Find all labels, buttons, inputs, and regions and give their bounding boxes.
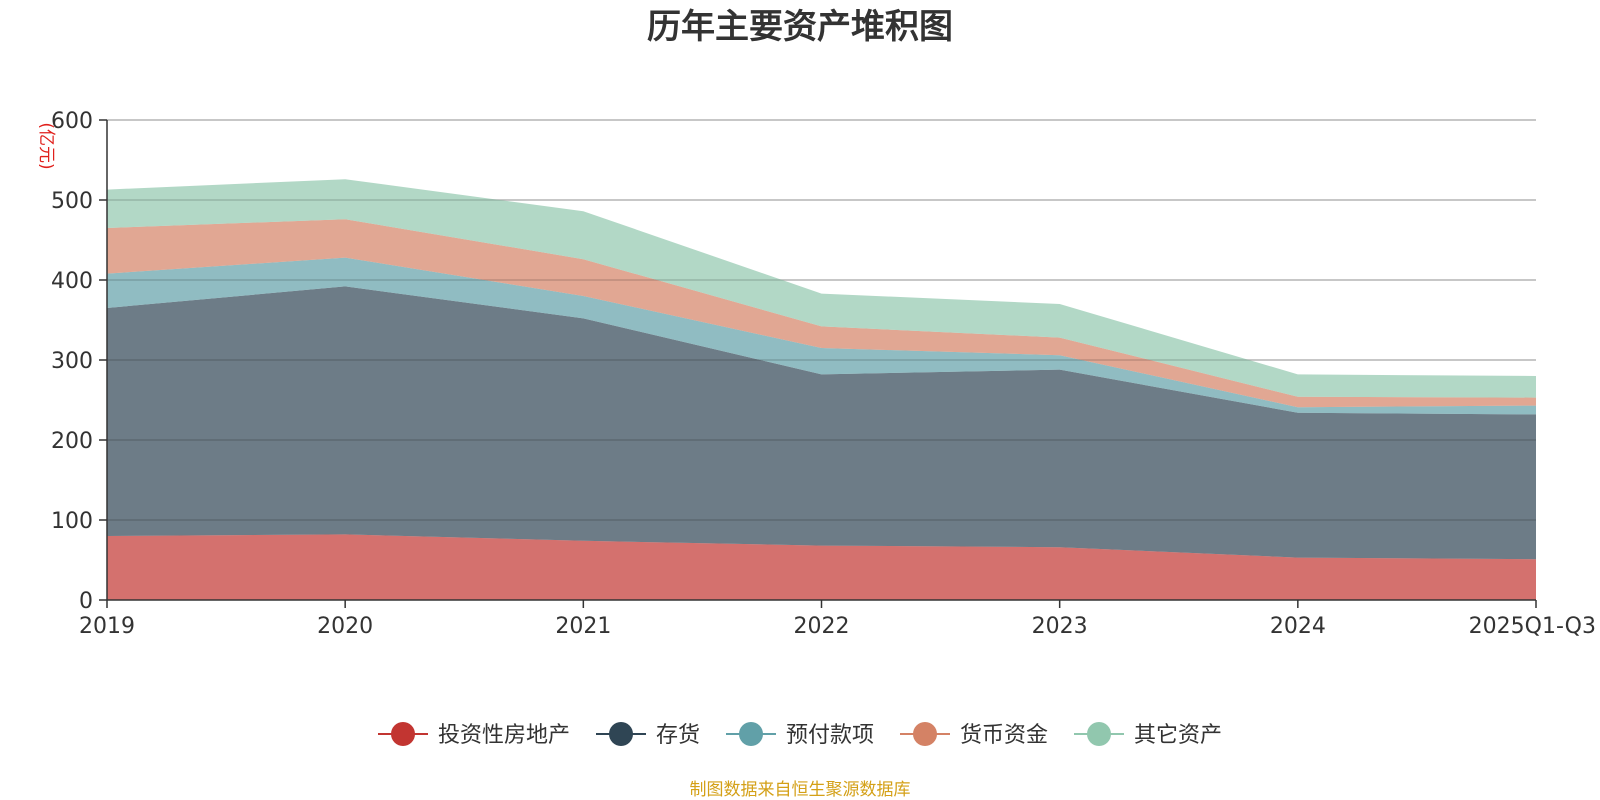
x-tick-label-0: 2019 bbox=[79, 614, 135, 639]
y-tick-label-4: 400 bbox=[51, 269, 93, 294]
axis-layer: 0 100 200 300 400 500 600 2019 2020 2021 2022 2023 2… bbox=[51, 109, 1596, 639]
chart-title: 历年主要资产堆积图 bbox=[647, 7, 953, 47]
legend-item-4[interactable]: 其它资产 bbox=[1074, 722, 1222, 748]
y-tick-label-2: 200 bbox=[51, 429, 93, 454]
data-source-note: 制图数据来自恒生聚源数据库 bbox=[690, 780, 911, 800]
legend-marker-1 bbox=[609, 722, 633, 746]
y-axis-unit-label: (亿元) bbox=[36, 122, 56, 169]
area-layer bbox=[107, 119, 1536, 600]
x-tick-label-3: 2022 bbox=[794, 614, 850, 639]
y-tick-label-1: 100 bbox=[51, 509, 93, 534]
y-tick-label-0: 0 bbox=[79, 589, 93, 614]
y-tick-label-6: 600 bbox=[51, 109, 93, 134]
legend: 投资性房地产 存货 预付款项 货币资金 其它资产 bbox=[378, 722, 1222, 748]
x-tick-label-5: 2024 bbox=[1270, 614, 1326, 639]
y-tick-label-5: 500 bbox=[51, 189, 93, 214]
area-series-4[interactable] bbox=[107, 179, 1536, 398]
legend-marker-0 bbox=[391, 722, 415, 746]
legend-item-0[interactable]: 投资性房地产 bbox=[378, 722, 570, 748]
legend-item-2[interactable]: 预付款项 bbox=[726, 722, 874, 748]
x-tick-label-6: 2025Q1-Q3 bbox=[1469, 614, 1596, 639]
area-series-0[interactable] bbox=[107, 534, 1536, 600]
area-series-1[interactable] bbox=[107, 286, 1536, 560]
legend-label-4: 其它资产 bbox=[1134, 723, 1222, 748]
y-tick-label-3: 300 bbox=[51, 349, 93, 374]
legend-marker-2 bbox=[739, 722, 763, 746]
legend-item-1[interactable]: 存货 bbox=[596, 722, 700, 748]
x-tick-label-1: 2020 bbox=[317, 614, 373, 639]
area-series-3[interactable] bbox=[107, 219, 1536, 408]
legend-marker-3 bbox=[913, 722, 937, 746]
legend-label-0: 投资性房地产 bbox=[438, 723, 570, 748]
x-tick-label-4: 2023 bbox=[1032, 614, 1088, 639]
area-series-2[interactable] bbox=[107, 257, 1536, 415]
legend-label-1: 存货 bbox=[656, 723, 700, 748]
legend-label-2: 预付款项 bbox=[786, 723, 874, 748]
x-tick-label-2: 2021 bbox=[555, 614, 611, 639]
legend-label-3: 货币资金 bbox=[960, 723, 1048, 748]
legend-item-3[interactable]: 货币资金 bbox=[900, 722, 1048, 748]
legend-marker-4 bbox=[1087, 722, 1111, 746]
